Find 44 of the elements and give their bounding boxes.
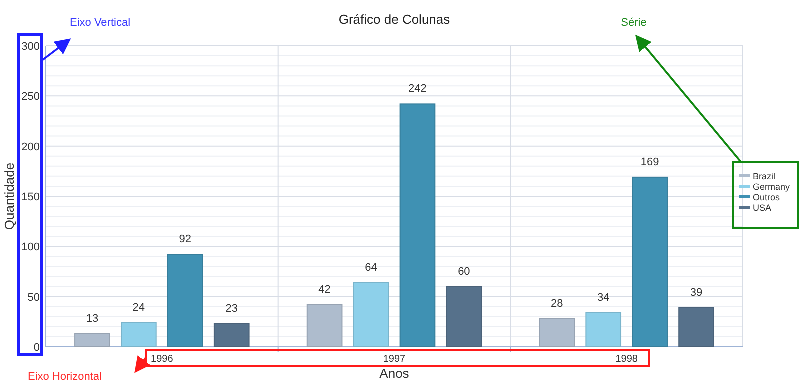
y-tick-label: 50 <box>28 292 40 304</box>
y-tick-label: 250 <box>22 91 40 104</box>
bar <box>167 254 204 348</box>
bar <box>446 286 482 348</box>
bar <box>586 312 622 348</box>
bar <box>400 104 436 348</box>
y-tick-label: 150 <box>22 192 40 204</box>
legend-label: Brazil <box>753 172 776 182</box>
data-label: 28 <box>551 298 564 310</box>
bar <box>678 307 714 348</box>
legend-label: USA <box>753 203 772 213</box>
data-label: 39 <box>690 286 703 299</box>
data-label: 13 <box>86 312 99 325</box>
y-tick-label: 0 <box>34 342 40 354</box>
text: Série <box>621 17 647 29</box>
bar <box>121 322 157 348</box>
bar <box>214 323 250 348</box>
data-label: 24 <box>132 302 146 314</box>
data-label: 42 <box>318 284 331 296</box>
text: Eixo Horizontal <box>28 371 102 383</box>
data-label: 23 <box>226 302 238 315</box>
bar <box>539 318 576 348</box>
y-tick-label: 300 <box>22 41 40 53</box>
data-label: 60 <box>458 266 470 278</box>
y-axis-title: Quantidade <box>2 162 17 230</box>
data-label: 64 <box>365 262 378 274</box>
x-axis-title: Anos <box>380 366 410 381</box>
data-label: 92 <box>179 234 192 246</box>
y-tick-label: 200 <box>22 141 40 154</box>
bar <box>632 176 668 348</box>
bar <box>306 304 343 348</box>
data-label: 242 <box>408 83 427 96</box>
text: Eixo Vertical <box>70 17 131 29</box>
data-label: 169 <box>640 156 660 168</box>
bar <box>353 282 390 348</box>
x-tick-label: 1998 <box>616 354 638 365</box>
legend-label: Outros <box>753 192 781 202</box>
legend-label: Germany <box>753 182 791 192</box>
data-label: 34 <box>597 292 610 304</box>
x-tick-label: 1996 <box>151 354 174 365</box>
chart-title: Gráfico de Colunas <box>338 12 451 27</box>
y-tick-label: 100 <box>22 242 40 254</box>
bar <box>74 333 110 348</box>
x-tick-label: 1997 <box>383 354 406 365</box>
